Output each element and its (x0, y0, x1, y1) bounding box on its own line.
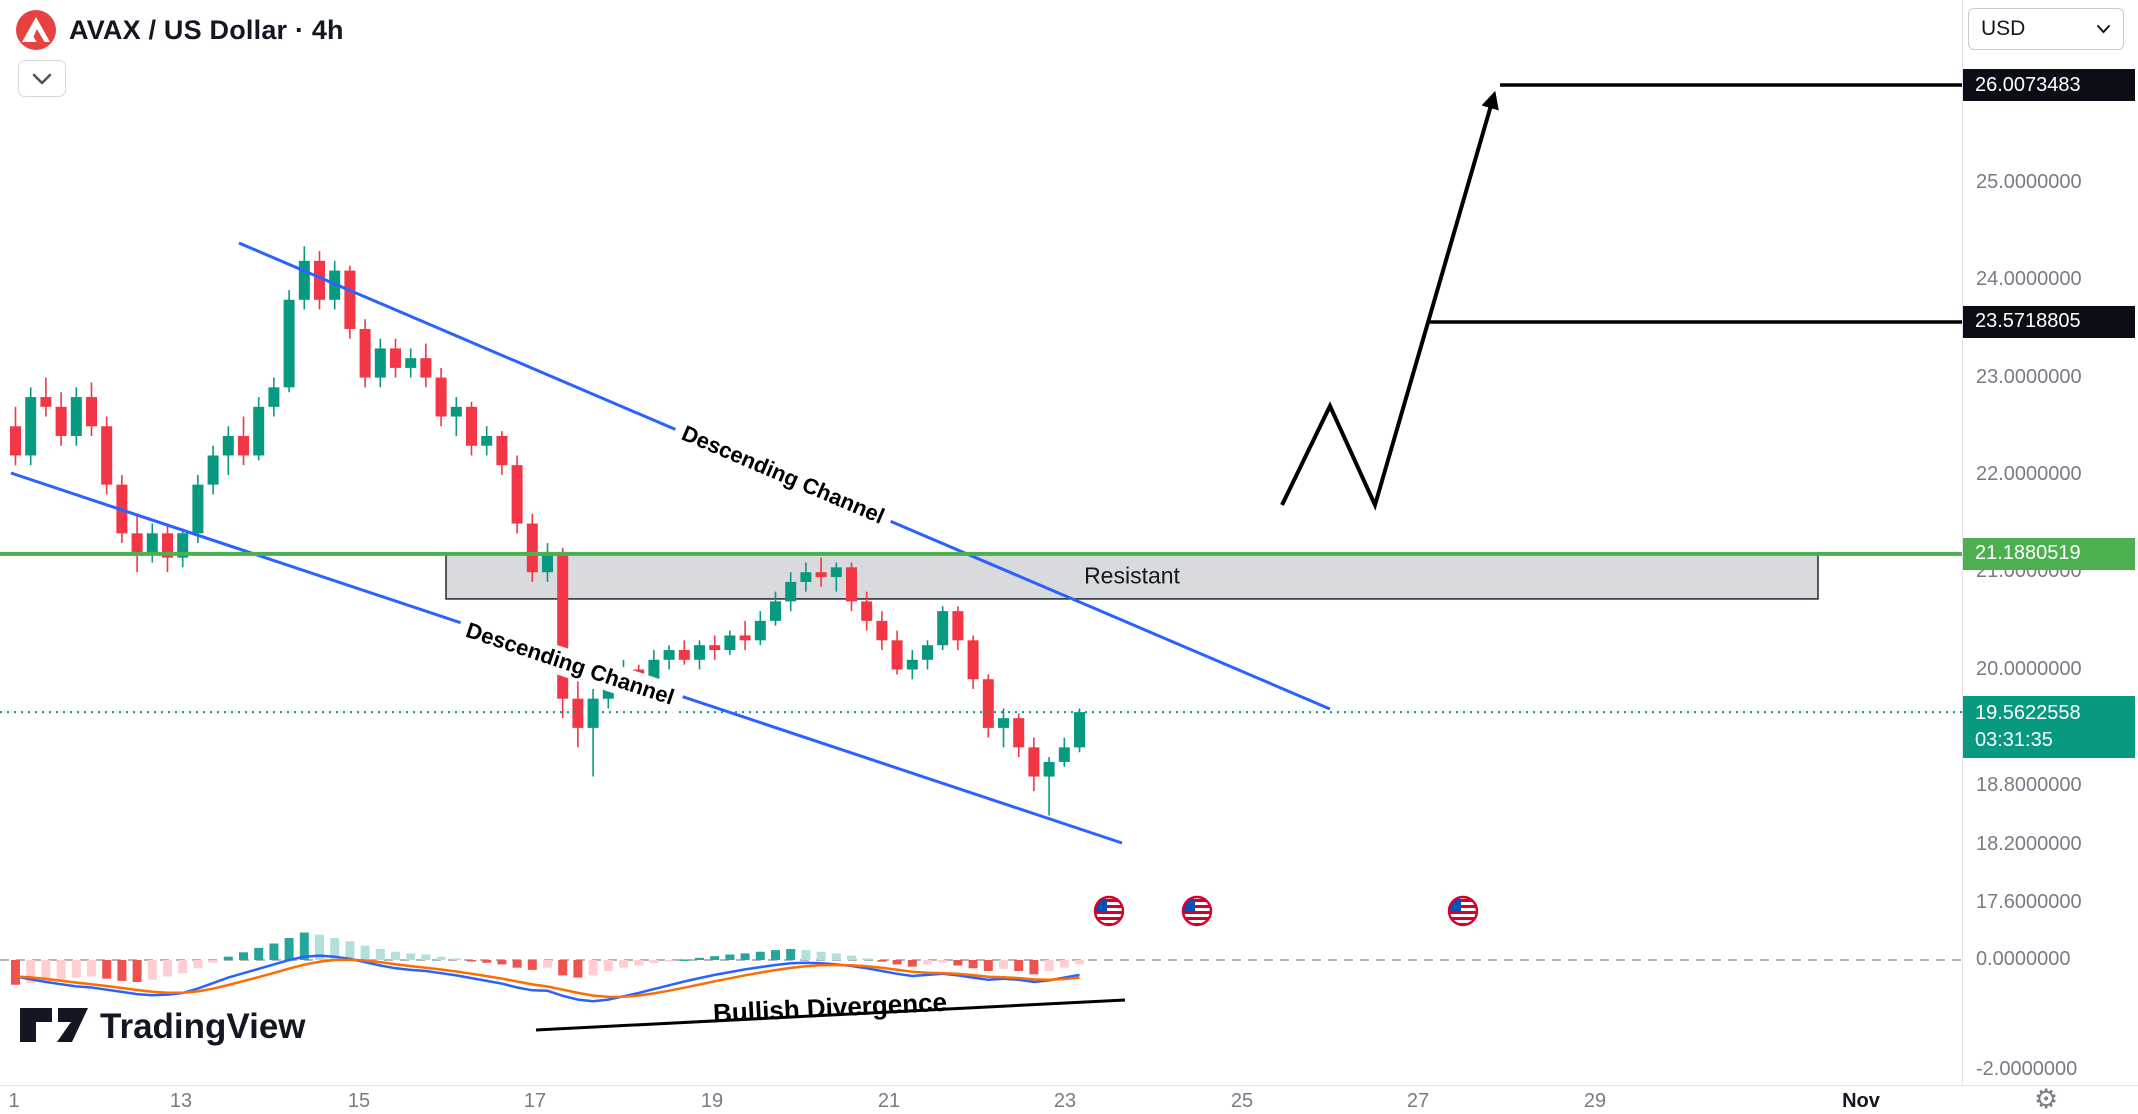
currency-selector-value: USD (1981, 17, 2026, 40)
candlestick-series (10, 246, 1085, 816)
price-axis-label: 25.0000000 (1976, 171, 2082, 193)
price-axis-label: 18.2000000 (1976, 832, 2082, 855)
us-flag-event-icon[interactable] (1181, 895, 1213, 927)
price-axis-label: 17.6000000 (1976, 891, 2082, 914)
price-label-target-high[interactable]: 26.0073483 (1963, 69, 2135, 101)
time-axis-label: 17 (523, 1090, 547, 1112)
resistance-zone[interactable] (445, 553, 1819, 600)
avax-logo-icon (16, 10, 56, 50)
legend-collapse-button[interactable] (18, 60, 66, 97)
tradingview-logo[interactable]: TradingView (14, 1000, 374, 1054)
price-label-resistance[interactable]: 21.1880519 (1963, 537, 2135, 570)
price-label-resistance-value: 21.1880519 (1975, 542, 2081, 565)
price-axis-label: 18.8000000 (1976, 774, 2082, 797)
time-axis-label: 29 (1583, 1090, 1607, 1112)
divergence-trendline[interactable] (535, 998, 1126, 1032)
price-axis-label: 23.0000000 (1976, 365, 2082, 388)
time-axis-label: 15 (347, 1090, 371, 1112)
price-axis-label: 24.0000000 (1976, 268, 2082, 291)
price-axis-label: 0.0000000 (1976, 948, 2071, 970)
price-axis-label: 20.0000000 (1976, 657, 2082, 680)
time-axis-label: 1 (8, 1090, 20, 1112)
current-price-value: 19.5622558 (1975, 702, 2081, 725)
macd-line (15, 954, 1080, 1003)
resistance-zone-label: Resistant (1084, 562, 1180, 589)
chevron-down-icon (2097, 25, 2110, 34)
price-axis-label: 22.0000000 (1976, 462, 2082, 485)
price-label-current[interactable]: 19.5622558 03:31:35 (1963, 696, 2135, 759)
us-flag-event-icon[interactable] (1447, 895, 1479, 927)
time-axis-label: Nov (1842, 1090, 1880, 1112)
chevron-down-icon (32, 73, 52, 84)
price-axis[interactable]: 26.0073483 23.5718805 21.1880519 19.5622… (1962, 0, 2138, 1085)
time-axis[interactable]: ⚙ 1 13 15 17 19 21 23 25 27 29 Nov (0, 1084, 2138, 1114)
price-axis-label: -2.0000000 (1976, 1058, 2078, 1080)
symbol-header: AVAX / US Dollar · 4h (16, 10, 344, 50)
time-axis-label: 21 (877, 1090, 901, 1112)
time-axis-label: 13 (169, 1090, 193, 1112)
time-axis-label: 19 (700, 1090, 724, 1112)
tradingview-logo-text: TradingView (100, 1007, 306, 1046)
bar-countdown: 03:31:35 (1975, 729, 2053, 752)
price-label-target-high-value: 26.0073483 (1975, 73, 2081, 96)
currency-selector[interactable]: USD (1968, 8, 2124, 50)
price-label-target-mid-value: 23.5718805 (1975, 310, 2081, 333)
macd-histogram (11, 932, 1084, 985)
time-axis-label: 25 (1230, 1090, 1254, 1112)
time-axis-label: 23 (1053, 1090, 1077, 1112)
projection-arrow[interactable] (1280, 90, 1499, 511)
axis-settings-gear-icon[interactable]: ⚙ (2034, 1084, 2059, 1114)
macd-signal-line (15, 958, 1080, 999)
us-flag-event-icon[interactable] (1093, 895, 1125, 927)
time-axis-label: 27 (1406, 1090, 1430, 1112)
price-label-target-mid[interactable]: 23.5718805 (1963, 305, 2135, 338)
symbol-title[interactable]: AVAX / US Dollar · 4h (69, 14, 344, 45)
